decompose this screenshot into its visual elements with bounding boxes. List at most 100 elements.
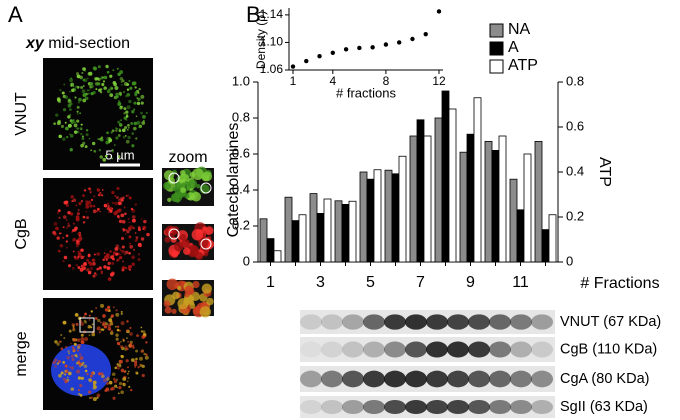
granule [130, 388, 133, 392]
granule [85, 133, 89, 137]
y2-tick-label: 0.6 [566, 118, 584, 133]
bar [284, 196, 293, 263]
granule [142, 114, 146, 119]
granule [62, 377, 66, 381]
granule [60, 371, 64, 375]
granule [102, 258, 105, 262]
granule [124, 126, 128, 130]
granule [65, 203, 69, 207]
blot-band [426, 370, 448, 388]
granule [117, 201, 122, 206]
granule [94, 272, 97, 275]
granule [125, 115, 129, 118]
blot-band [300, 399, 322, 415]
granule [96, 396, 99, 399]
zoom-box [79, 317, 95, 333]
granule [132, 344, 135, 347]
granule [106, 89, 111, 94]
granule [56, 236, 60, 240]
granule [122, 339, 125, 342]
blot-band [489, 341, 511, 358]
granule [121, 249, 126, 254]
granule [143, 219, 147, 224]
granule [140, 101, 144, 105]
granule [71, 358, 75, 362]
granule [123, 206, 126, 209]
granule [109, 331, 114, 335]
blot-band [321, 399, 343, 415]
granule [132, 346, 135, 349]
legend-label: ATP [508, 57, 538, 74]
scale-bar-label: 5 µm [105, 147, 134, 162]
granule [118, 255, 123, 260]
granule [76, 105, 80, 109]
granule [75, 241, 80, 245]
nucleus [51, 344, 111, 396]
granule [120, 368, 125, 373]
granule [89, 266, 94, 271]
granule [128, 99, 132, 104]
granule [65, 345, 68, 349]
granule [118, 385, 122, 390]
granule [131, 81, 136, 86]
granule [127, 373, 129, 375]
granule [83, 262, 87, 266]
blot-band [531, 341, 553, 358]
granule [99, 321, 102, 324]
granule [69, 212, 74, 216]
granule [62, 108, 67, 112]
granule [122, 135, 126, 139]
blot-band [300, 370, 322, 388]
bar [541, 229, 550, 263]
granule [129, 342, 133, 346]
granule [115, 209, 119, 214]
blot-band [447, 399, 469, 415]
granule [89, 82, 94, 86]
granule [79, 353, 82, 356]
zoom-marker [200, 238, 212, 250]
granule [109, 93, 114, 98]
blot-band [510, 341, 532, 358]
granule [102, 314, 106, 318]
granule [117, 258, 120, 261]
granule [128, 385, 131, 388]
granule [142, 330, 146, 334]
granule [108, 318, 112, 322]
granule [54, 365, 57, 368]
granule [135, 357, 138, 361]
granule [69, 366, 71, 368]
granule [137, 257, 141, 262]
zoom-granule [191, 168, 204, 181]
granule [110, 131, 113, 134]
granule [119, 359, 123, 364]
blot-band [468, 341, 490, 358]
bar [416, 119, 425, 263]
granule [106, 202, 110, 206]
zoom-granule [183, 247, 191, 256]
granule [79, 365, 82, 368]
granule [131, 255, 135, 260]
granule [55, 113, 59, 117]
granule [141, 121, 146, 125]
granule [121, 219, 126, 224]
blot-band [321, 341, 343, 358]
granule [85, 210, 88, 213]
granule [77, 376, 82, 380]
granule [75, 217, 80, 222]
granule [70, 387, 75, 391]
granule [127, 340, 130, 343]
inset-x-tick-label: 4 [329, 74, 336, 88]
granule [115, 309, 118, 312]
bar [523, 153, 532, 263]
granule [124, 345, 128, 349]
granule [87, 271, 92, 275]
granule [90, 149, 93, 152]
granule [125, 110, 129, 114]
point [436, 9, 442, 14]
granule [64, 370, 67, 373]
blot-band [468, 399, 490, 415]
granule [79, 383, 83, 388]
granule [131, 144, 135, 148]
granule [70, 366, 74, 370]
bar [473, 97, 482, 263]
